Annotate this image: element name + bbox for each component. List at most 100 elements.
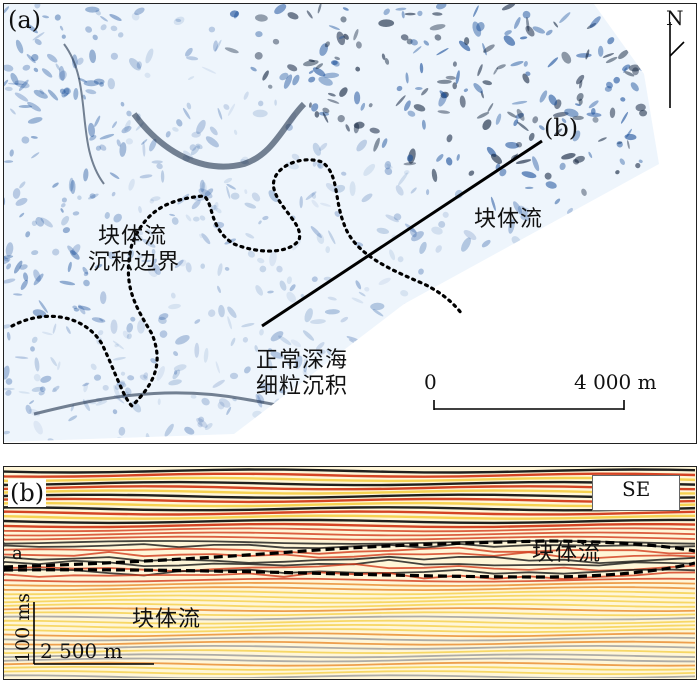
texture-speckle [262, 70, 269, 81]
texture-speckle [633, 288, 640, 301]
texture-speckle [583, 321, 598, 332]
texture-speckle [381, 429, 389, 440]
texture-speckle [306, 10, 313, 19]
texture-speckle [247, 250, 255, 258]
texture-speckle [608, 284, 622, 296]
texture-speckle [488, 395, 495, 403]
texture-speckle [562, 336, 569, 341]
texture-speckle [443, 353, 457, 358]
reflector-band [4, 510, 695, 516]
texture-speckle [650, 206, 659, 215]
texture-speckle [4, 255, 14, 259]
texture-speckle [47, 89, 59, 101]
reflector-band [4, 480, 695, 487]
reflector-band [4, 619, 695, 625]
texture-speckle [513, 201, 523, 215]
texture-speckle [501, 4, 516, 11]
texture-speckle [21, 136, 30, 144]
texture-speckle [93, 374, 102, 381]
texture-speckle [522, 207, 530, 218]
texture-speckle [317, 162, 324, 169]
texture-speckle [190, 394, 197, 399]
texture-speckle [360, 102, 366, 111]
texture-speckle [658, 96, 659, 105]
texture-speckle [407, 110, 416, 117]
texture-speckle [19, 264, 28, 270]
texture-speckle [496, 64, 506, 70]
reflector-band [4, 649, 695, 655]
texture-speckle [18, 105, 33, 108]
texture-speckle [77, 304, 86, 315]
texture-speckle [294, 355, 303, 369]
texture-speckle [619, 158, 625, 165]
texture-speckle [226, 406, 232, 416]
texture-speckle [526, 367, 534, 376]
texture-speckle [4, 160, 14, 163]
texture-speckle [196, 119, 206, 135]
texture-speckle [375, 363, 381, 370]
texture-speckle [18, 79, 29, 91]
texture-speckle [270, 331, 284, 342]
texture-speckle [299, 196, 303, 209]
texture-speckle [482, 119, 492, 131]
texture-speckle [348, 429, 355, 442]
texture-speckle [322, 107, 330, 114]
texture-speckle [252, 109, 268, 118]
texture-speckle [144, 72, 151, 78]
texture-speckle [472, 21, 482, 37]
texture-speckle [5, 390, 12, 396]
texture-speckle [99, 291, 107, 305]
texture-speckle [186, 102, 192, 110]
texture-speckle [31, 250, 39, 256]
texture-speckle [153, 264, 161, 275]
texture-speckle [405, 72, 409, 84]
texture-speckle [229, 372, 239, 380]
texture-speckle [508, 219, 515, 234]
texture-speckle [582, 205, 588, 212]
texture-speckle [25, 404, 32, 415]
texture-speckle [185, 47, 193, 57]
texture-speckle [534, 394, 549, 405]
texture-speckle [204, 188, 214, 197]
texture-speckle [406, 154, 414, 162]
texture-speckle [397, 256, 404, 263]
reflector-band [4, 615, 695, 621]
texture-speckle [59, 25, 64, 31]
texture-speckle [636, 4, 647, 11]
texture-speckle [55, 63, 61, 71]
texture-speckle [34, 4, 41, 9]
texture-speckle [191, 131, 201, 138]
texture-speckle [584, 310, 591, 320]
texture-speckle [606, 81, 613, 89]
texture-speckle [41, 68, 53, 78]
reflector-band [4, 640, 695, 646]
texture-speckle [312, 161, 317, 167]
texture-speckle [58, 70, 67, 81]
texture-speckle [604, 7, 610, 18]
mass-flow-upper-label: 块体流 [532, 541, 602, 566]
texture-speckle [255, 31, 263, 38]
texture-speckle [139, 374, 148, 381]
texture-speckle [516, 108, 525, 121]
texture-speckle [197, 422, 203, 428]
texture-speckle [254, 51, 263, 60]
texture-speckle [544, 412, 550, 419]
texture-speckle [142, 238, 156, 248]
texture-speckle [341, 171, 347, 176]
texture-speckle [522, 73, 530, 84]
seismic-section-canvas [4, 468, 695, 678]
texture-speckle [322, 112, 329, 123]
texture-speckle [61, 197, 67, 203]
texture-speckle [244, 202, 257, 209]
texture-speckle [578, 327, 592, 335]
texture-speckle [425, 189, 430, 196]
texture-speckle [396, 85, 403, 92]
texture-speckle [209, 126, 218, 136]
texture-speckle [262, 215, 269, 221]
texture-speckle [109, 172, 120, 180]
texture-speckle [592, 116, 599, 123]
texture-speckle [658, 190, 669, 201]
texture-speckle [528, 132, 535, 141]
texture-speckle [643, 204, 648, 211]
texture-speckle [482, 80, 493, 86]
